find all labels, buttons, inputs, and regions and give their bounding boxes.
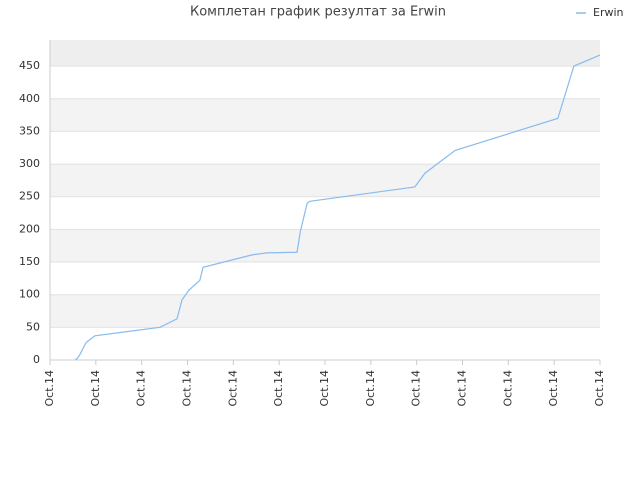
x-tick-label: Oct.14	[181, 370, 194, 407]
x-tick-label: Oct.14	[410, 370, 423, 407]
x-tick-label: Oct.14	[272, 370, 285, 407]
y-tick-label: 150	[19, 255, 40, 268]
y-tick-label: 300	[19, 157, 40, 170]
y-tick-label: 100	[19, 288, 40, 301]
y-tick-label: 0	[33, 353, 40, 366]
x-tick-label: Oct.14	[226, 370, 239, 407]
x-tick-label: Oct.14	[547, 370, 560, 407]
grid-band	[50, 40, 600, 67]
data-line	[75, 54, 601, 360]
x-tick-label: Oct.14	[89, 370, 102, 407]
y-tick-label: 50	[26, 320, 40, 333]
y-tick-label: 350	[19, 124, 40, 137]
x-tick-label: Oct.14	[318, 370, 331, 407]
grid-band	[50, 164, 600, 197]
grid-band	[50, 294, 600, 328]
y-tick-label: 250	[19, 190, 40, 203]
x-tick-label: Oct.14	[43, 370, 56, 407]
y-tick-label: 200	[19, 222, 40, 235]
x-tick-label: Oct.14	[501, 370, 514, 407]
x-tick-label: Oct.14	[364, 370, 377, 407]
x-tick-label: Oct.14	[456, 370, 469, 407]
y-tick-label: 450	[19, 59, 40, 72]
grid-band	[50, 229, 600, 263]
chart-title: Комплетан график резултат за Erwin	[190, 5, 446, 20]
legend-label: Erwin	[593, 6, 624, 19]
y-tick-label: 400	[19, 92, 40, 105]
grid-band	[50, 98, 600, 132]
x-tick-label: Oct.14	[593, 370, 606, 407]
x-tick-label: Oct.14	[135, 370, 148, 407]
